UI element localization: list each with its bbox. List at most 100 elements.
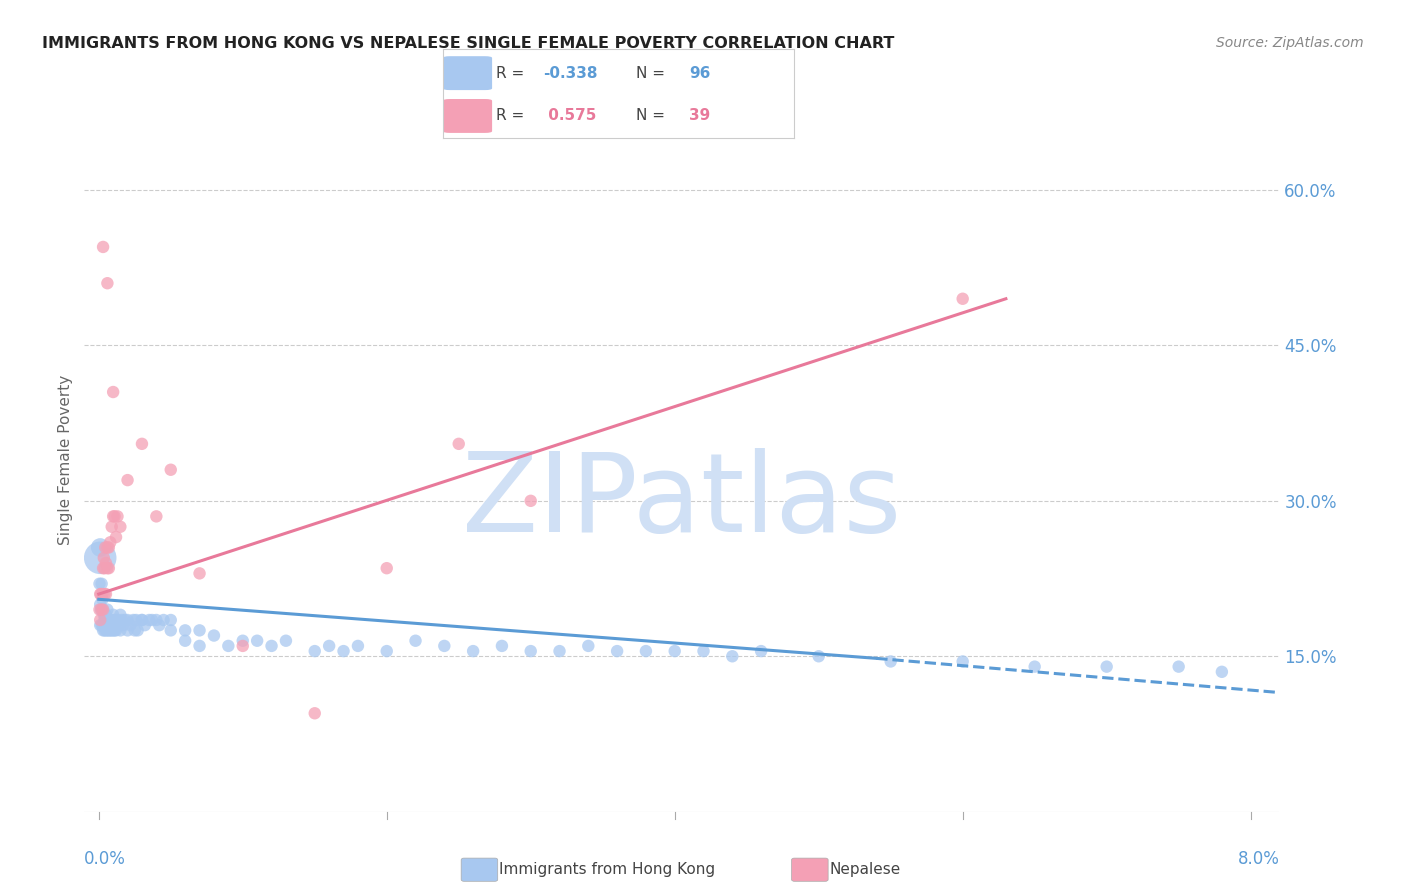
Point — [125, 613, 148, 627]
Point — [96, 624, 118, 638]
Point — [90, 618, 112, 632]
Point — [93, 561, 115, 575]
Point — [104, 613, 127, 627]
Point — [105, 624, 128, 638]
Point — [90, 602, 112, 616]
Point — [96, 277, 118, 291]
Point — [93, 624, 115, 638]
Text: Immigrants from Hong Kong: Immigrants from Hong Kong — [499, 863, 716, 877]
Point — [111, 613, 134, 627]
FancyBboxPatch shape — [443, 99, 492, 133]
Point — [952, 655, 974, 669]
Point — [141, 613, 163, 627]
Point — [96, 602, 118, 616]
Point — [114, 613, 136, 627]
Point — [89, 541, 111, 555]
Point — [90, 602, 112, 616]
Point — [91, 592, 114, 607]
Point — [100, 613, 122, 627]
Point — [807, 649, 830, 664]
Text: Nepalese: Nepalese — [830, 863, 901, 877]
Point — [131, 613, 153, 627]
Point — [749, 644, 772, 658]
Point — [94, 607, 117, 622]
Point — [96, 613, 118, 627]
Point — [174, 624, 197, 638]
Point — [100, 624, 122, 638]
Point — [952, 292, 974, 306]
Point — [101, 607, 124, 622]
Point — [98, 535, 121, 549]
Point — [97, 541, 120, 555]
Point — [97, 618, 120, 632]
Point — [89, 602, 111, 616]
Y-axis label: Single Female Poverty: Single Female Poverty — [58, 375, 73, 544]
Point — [110, 520, 132, 534]
Point — [101, 624, 124, 638]
Point — [122, 613, 145, 627]
Point — [105, 530, 128, 544]
Point — [91, 618, 114, 632]
Point — [120, 618, 142, 632]
Point — [96, 541, 118, 555]
Point — [375, 644, 398, 658]
Point — [91, 561, 114, 575]
Point — [188, 639, 211, 653]
Point — [246, 633, 269, 648]
Point — [93, 550, 115, 565]
Point — [89, 550, 111, 565]
Point — [94, 607, 117, 622]
Point — [463, 644, 485, 658]
Point — [232, 639, 254, 653]
Point — [112, 618, 135, 632]
Point — [91, 624, 114, 638]
Point — [94, 556, 117, 570]
Point — [89, 587, 111, 601]
Point — [98, 613, 121, 627]
Point — [217, 639, 239, 653]
Point — [145, 509, 167, 524]
Point — [405, 633, 427, 648]
Point — [131, 613, 153, 627]
Point — [98, 618, 121, 632]
Point — [93, 613, 115, 627]
Point — [104, 509, 127, 524]
Point — [159, 613, 181, 627]
Point — [96, 561, 118, 575]
Point — [1024, 659, 1046, 673]
Point — [101, 384, 124, 399]
Point — [89, 576, 111, 591]
Point — [107, 613, 129, 627]
Point — [447, 437, 470, 451]
Point — [692, 644, 714, 658]
Point — [105, 613, 128, 627]
Point — [107, 509, 129, 524]
Point — [97, 624, 120, 638]
Text: 39: 39 — [689, 109, 710, 123]
Text: ZIPatlas: ZIPatlas — [463, 448, 901, 555]
Point — [97, 613, 120, 627]
Point — [134, 618, 156, 632]
Point — [91, 587, 114, 601]
Point — [89, 613, 111, 627]
Point — [117, 473, 139, 487]
FancyBboxPatch shape — [443, 56, 492, 90]
Point — [576, 639, 599, 653]
Point — [91, 240, 114, 254]
Point — [100, 520, 122, 534]
Point — [188, 566, 211, 581]
Text: N =: N = — [636, 109, 671, 123]
Point — [159, 463, 181, 477]
Point — [127, 624, 149, 638]
Point — [90, 587, 112, 601]
Point — [260, 639, 283, 653]
Point — [879, 655, 901, 669]
Point — [721, 649, 744, 664]
Point — [375, 561, 398, 575]
Point — [98, 624, 121, 638]
Point — [304, 706, 326, 721]
Point — [519, 493, 541, 508]
Point — [145, 613, 167, 627]
Point — [664, 644, 686, 658]
Text: 0.575: 0.575 — [543, 109, 596, 123]
